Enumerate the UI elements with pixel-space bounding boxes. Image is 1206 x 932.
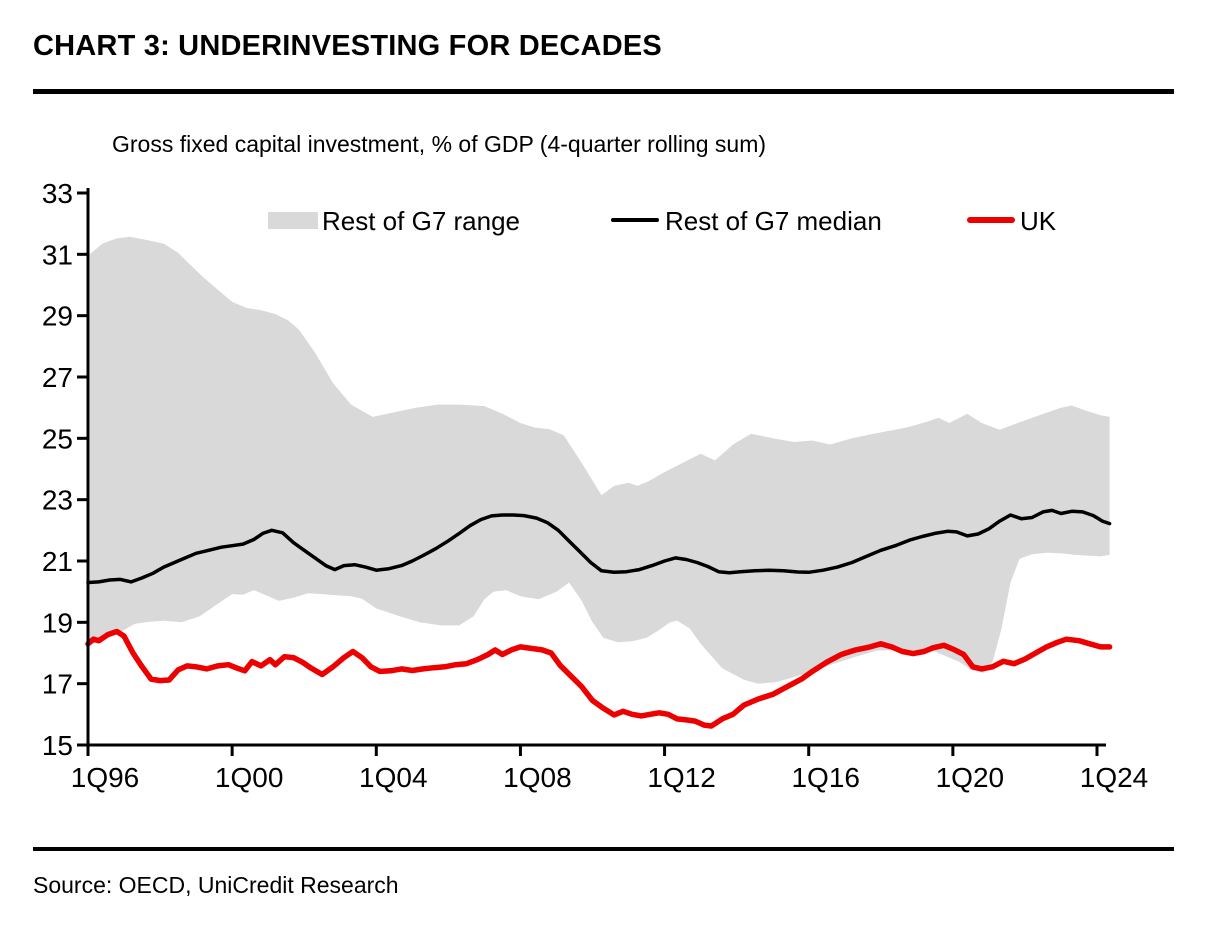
x-tick-label: 1Q08 [503,762,572,793]
legend-uk-swatch [967,217,1015,223]
x-tick-label: 1Q04 [359,762,428,793]
x-tick-label: 1Q96 [71,762,140,793]
page-title: CHART 3: UNDERINVESTING FOR DECADES [33,30,662,62]
axes [77,188,1106,747]
x-tick-label: 1Q12 [647,762,716,793]
y-tick-label: 17 [42,669,73,700]
y-tick-label: 21 [42,546,73,577]
range-band-area [89,236,1110,684]
source-note: Source: OECD, UniCredit Research [33,872,399,898]
legend-range-swatch [268,212,318,229]
uk-line [85,628,1113,729]
y-tick-label: 27 [42,362,73,393]
y-tick-label: 25 [42,423,73,454]
x-tick-label: 1Q20 [936,762,1005,793]
title-divider-rule [33,89,1174,94]
legend-median-label: Rest of G7 median [665,206,882,236]
footer-divider-rule [33,847,1174,851]
x-tick-label: 1Q00 [215,762,284,793]
legend-uk-label: UK [1020,206,1057,236]
y-tick-label: 23 [42,485,73,516]
g7-range-band [89,236,1110,684]
y-tick-label: 33 [42,178,73,209]
y-tick-label: 15 [42,730,73,761]
chart-subtitle: Gross fixed capital investment, % of GDP… [112,131,767,157]
x-tick-label: 1Q16 [791,762,860,793]
y-tick-label: 19 [42,607,73,638]
y-tick-label: 29 [42,301,73,332]
y-tick-label: 31 [42,239,73,270]
legend-median-swatch [611,218,659,222]
x-tick-label: 1Q24 [1080,762,1149,793]
g7-median-line [86,508,1112,585]
data-lines [85,508,1113,729]
legend-range-label: Rest of G7 range [322,206,520,236]
